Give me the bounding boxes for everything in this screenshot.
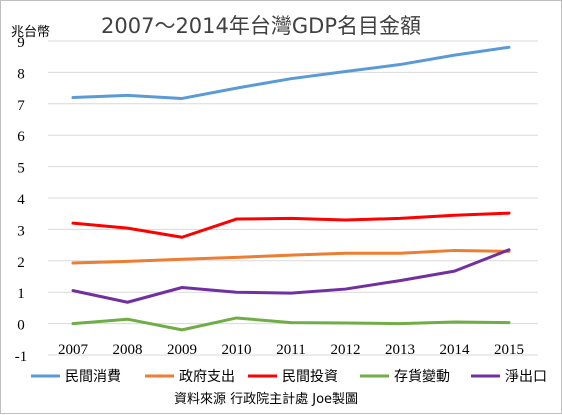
y-tick-label: 1 bbox=[17, 286, 25, 302]
x-tick-label: 2012 bbox=[331, 342, 361, 358]
series-line-5 bbox=[71, 248, 511, 304]
y-tick-label: 8 bbox=[17, 66, 25, 82]
x-tick-label: 2015 bbox=[494, 342, 524, 358]
series-line-3 bbox=[71, 211, 511, 239]
x-tick-label: 2010 bbox=[222, 342, 252, 358]
legend-label: 存貨變動 bbox=[394, 368, 450, 385]
y-tick-label: -1 bbox=[15, 349, 28, 365]
series-line-1 bbox=[71, 45, 511, 100]
source-note: 資料來源 行政院主計處 Joe製圖 bbox=[174, 391, 358, 407]
x-tick-label: 2013 bbox=[385, 342, 415, 358]
legend-label: 民間消費 bbox=[65, 369, 121, 385]
legend-label: 民間投資 bbox=[282, 369, 338, 385]
x-tick-label: 2009 bbox=[167, 342, 197, 358]
x-tick-label: 2014 bbox=[440, 342, 471, 358]
y-tick-label: 9 bbox=[17, 35, 25, 51]
x-tick-label: 2011 bbox=[276, 342, 305, 358]
y-tick-label: 7 bbox=[17, 98, 25, 114]
y-axis-unit-label: 兆台幣 bbox=[11, 25, 50, 40]
y-axis-ticks: -1 0 1 2 3 4 5 6 7 8 9 bbox=[15, 35, 28, 365]
y-tick-label: 4 bbox=[17, 192, 25, 208]
x-axis-ticks: 2007 2008 2009 2010 2011 2012 2013 2014 2015 bbox=[58, 342, 524, 358]
series-line-2 bbox=[71, 248, 511, 265]
x-tick-label: 2007 bbox=[58, 342, 89, 358]
y-tick-label: 5 bbox=[17, 161, 25, 177]
legend-label: 政府支出 bbox=[179, 369, 235, 385]
y-tick-label: 2 bbox=[17, 255, 25, 271]
legend-label: 淨出口 bbox=[505, 369, 547, 385]
y-tick-label: 0 bbox=[17, 318, 25, 334]
legend: 民間消費 政府支出 民間投資 存貨變動 淨出口 bbox=[31, 368, 547, 385]
y-tick-label: 3 bbox=[17, 223, 25, 239]
x-tick-label: 2008 bbox=[113, 342, 143, 358]
series-line-4 bbox=[71, 316, 511, 332]
chart-title: 2007～2014年台灣GDP名目金額 bbox=[101, 14, 421, 38]
y-tick-label: 6 bbox=[17, 129, 25, 145]
series-lines bbox=[71, 45, 511, 332]
gridlines bbox=[48, 40, 538, 356]
